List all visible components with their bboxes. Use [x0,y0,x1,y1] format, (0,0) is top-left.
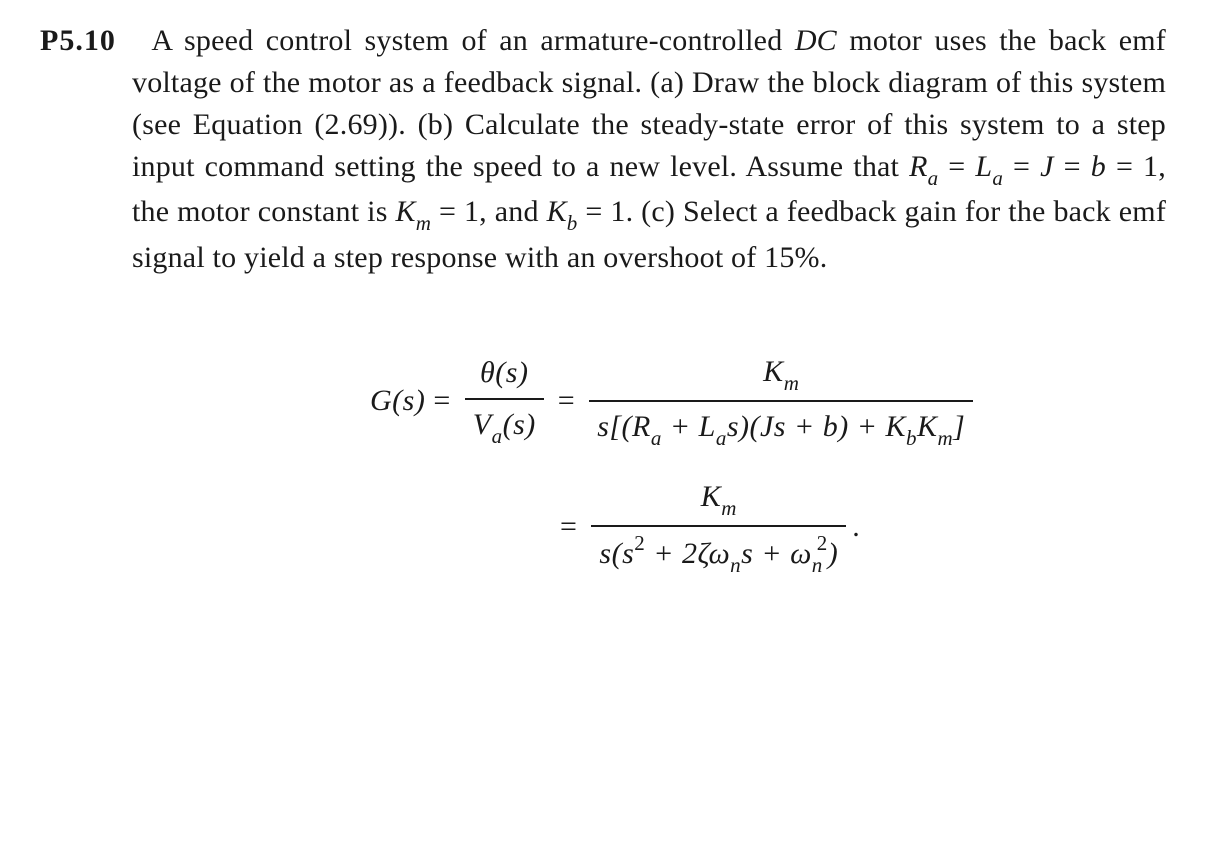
equals-3: = [552,506,585,548]
fraction-bar [589,400,973,402]
eq-tail: . [852,506,860,548]
problem-text: A speed control system of an armature-co… [132,24,1166,274]
eq-lhs: G(s) [370,380,425,422]
eq-rhs1-den: s[(Ra + Las)(Js + b) + KbKm] [589,404,973,453]
eq-rhs1-frac: Km s[(Ra + Las)(Js + b) + KbKm] [589,349,973,454]
eq-rhs2-den: s(s2 + 2ζωns + ωn2) [591,529,846,580]
problem-block: P5.10 A speed control system of an armat… [40,20,1166,279]
equals-1: = [425,380,458,422]
problem-label: P5.10 [40,24,116,57]
eq-rhs1-num: Km [755,349,807,398]
equals-2: = [550,380,583,422]
fraction-bar [465,398,544,400]
equation-line-2: = Km s(s2 + 2ζωns + ωn2) . [370,474,860,581]
equation-block: G(s) = θ(s) Va(s) = Km s[(Ra + Las)(Js +… [40,349,1166,601]
fraction-bar [591,525,846,527]
equation-line-1: G(s) = θ(s) Va(s) = Km s[(Ra + Las)(Js +… [370,349,979,454]
eq-mid-frac: θ(s) Va(s) [465,350,544,451]
eq-rhs2-num: Km [693,474,745,523]
eq-mid-num: θ(s) [472,350,536,396]
eq-mid-den: Va(s) [465,402,544,451]
eq-rhs2-frac: Km s(s2 + 2ζωns + ωn2) [591,474,846,581]
